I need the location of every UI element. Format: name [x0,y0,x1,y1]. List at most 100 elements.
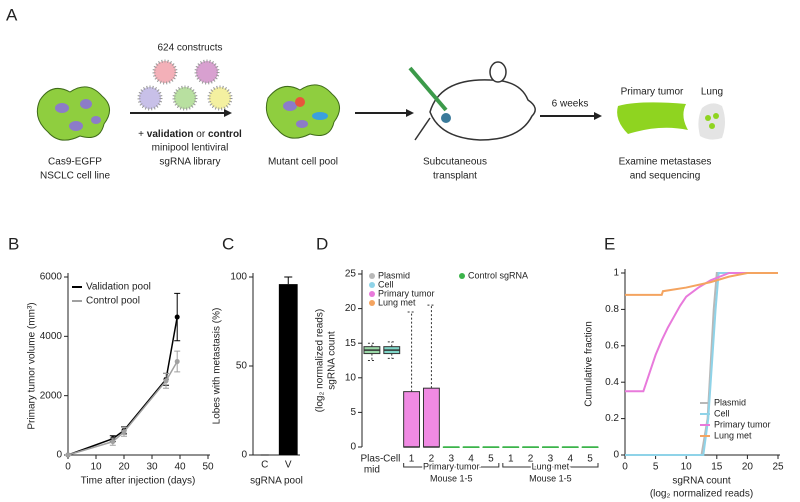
series-line [625,272,778,296]
x-tick-label: 50 [202,462,214,473]
panel-label: E [604,234,615,253]
y-axis-label: (log₂ normalized reads) [315,309,326,412]
x-axis-label: Time after injection (days) [81,476,196,487]
arrowhead [406,109,414,117]
cell-cluster [36,86,110,141]
arrowhead [224,109,232,117]
x-axis-label: (log₂ normalized reads) [650,489,753,500]
y-tick-label: 5 [350,407,356,418]
y-axis-label: Primary tumor volume (mm³) [27,302,38,429]
group-sublabel: Mouse 1-5 [430,473,473,483]
library-control: control [208,129,242,140]
group-label: Lung met [532,461,570,471]
legend-swatch [369,282,375,288]
x-tick-label: 15 [711,462,723,473]
legend-label: Lung met [714,430,752,440]
x-tick-label: 4 [567,454,573,465]
x-tick-label: 20 [742,462,754,473]
point [65,452,71,458]
y-tick-label: 2000 [40,390,63,401]
x-tick-label: 5 [488,454,494,465]
y-tick-label: 0 [56,450,62,461]
legend-swatch [369,300,375,306]
x-tick-label: 1 [508,454,514,465]
y-tick-label: 50 [236,361,248,372]
panel-label: C [222,234,234,253]
y-tick-label: 0.8 [605,304,619,315]
x-tick-label: 1 [409,454,415,465]
box [422,387,440,448]
whisker [407,311,416,392]
panel-label: D [316,234,328,253]
x-tick-label: 0 [622,462,628,473]
whisker [367,353,376,361]
x-tick-label: 2 [528,454,534,465]
legend-label: Cell [714,408,730,418]
panel-label: A [6,5,18,24]
library-validation: validation [147,129,194,140]
legend-label: Lung met [378,297,416,307]
point [174,359,180,365]
y-tick-label: 100 [230,272,247,283]
x-tick-label: 0 [65,462,71,473]
y-tick-label: 15 [345,338,357,349]
y-tick-label: 0 [241,450,247,461]
x-tick-label: 10 [90,462,102,473]
tumor-label: Primary tumor [621,87,684,98]
legend-swatch [459,273,465,279]
mouse-icon [408,61,536,141]
x-tick-label: 2 [429,454,435,465]
x-axis-label: sgRNA count [672,476,731,487]
y-tick-label: 10 [345,372,357,383]
library-label: sgRNA library [159,157,220,168]
point [174,314,180,320]
whisker [387,341,396,347]
y-tick-label: 20 [345,303,357,314]
point [163,378,169,384]
whisker [427,304,436,389]
group-sublabel: Mouse 1-5 [529,473,572,483]
y-tick-label: 0.6 [605,340,619,351]
library-label: minipool lentiviral [152,143,229,154]
x-axis-label: sgRNA pool [250,476,303,487]
lung-icon [698,103,725,140]
x-tick-label: V [285,460,292,471]
y-tick-label: 4000 [40,331,63,342]
mutant-label: Mutant cell pool [268,157,338,168]
constructs-label: 624 constructs [157,43,222,54]
x-tick-label: 4 [468,454,474,465]
legend-label: Plasmid [714,397,746,407]
transplant-label: transplant [433,171,477,182]
library-label: + validation or control [138,129,242,140]
legend-label: Primary tumor [714,419,771,429]
x-tick-label: 3 [548,454,554,465]
cell-line-label: Cas9-EGFP [48,157,102,168]
y-tick-label: 0 [350,442,356,453]
legend-label: Primary tumor [378,288,435,298]
y-tick-label: 0 [613,450,619,461]
y-tick-label: 0.2 [605,413,619,424]
box [403,391,421,448]
examine-label: and sequencing [630,171,701,182]
metastasis-dots [705,113,719,129]
bar [278,284,298,455]
x-tick-label: 5 [587,454,593,465]
library-middle: or [193,129,207,140]
series-line [625,272,778,393]
mutant-cells [265,84,340,139]
arrowhead [594,112,602,120]
legend-label: Validation pool [86,282,151,293]
group-bracket [502,463,599,468]
panel-label: B [8,234,19,253]
x-tick-label: 3 [448,454,454,465]
whisker [367,342,376,347]
group-bracket [403,463,500,468]
legend-label: Cell [378,279,394,289]
y-axis-label: Lobes with metastasis (%) [212,308,223,425]
x-tick-label: 30 [146,462,158,473]
error-bar [284,276,293,285]
y-tick-label: 25 [345,269,357,280]
whisker [387,353,396,359]
library-prefix: + [138,129,147,140]
